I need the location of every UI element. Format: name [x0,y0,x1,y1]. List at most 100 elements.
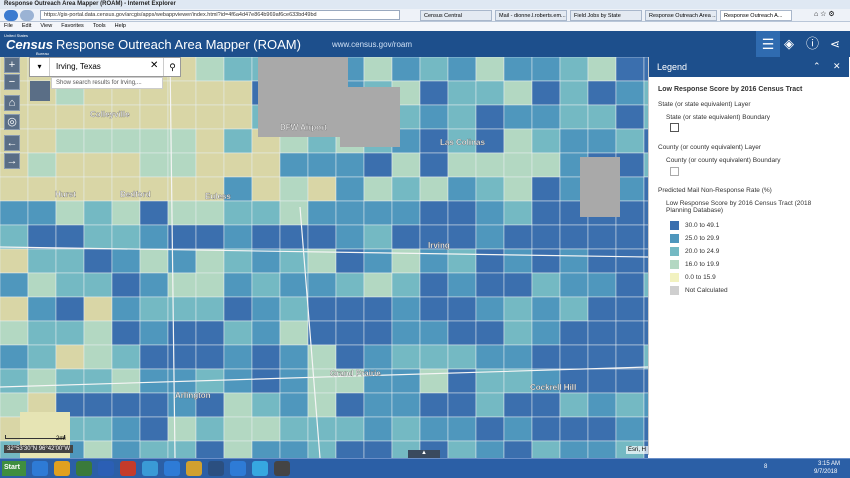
tract [447,392,477,418]
tract [419,368,449,394]
tract [307,176,337,202]
tract [363,392,393,418]
taskbar-icon[interactable] [76,461,92,476]
tract [167,392,197,418]
browser-tab[interactable]: Census Central [420,10,492,21]
search-source[interactable]: ▾ [30,58,50,76]
taskbar-icon[interactable] [98,461,114,476]
tract [615,128,645,154]
tract [0,200,29,226]
attribution-toggle[interactable]: ▲ [408,450,440,458]
taskbar-icon[interactable] [274,461,290,476]
tract [587,368,617,394]
tract [391,57,421,82]
tract [503,320,533,346]
forward-button[interactable] [20,10,34,21]
taskbar-icon[interactable] [186,461,202,476]
search-button[interactable]: ⚲ [163,58,181,76]
home-button[interactable]: ⌂ [4,95,20,111]
about-button[interactable]: ⓘ [806,36,820,51]
browser-tab[interactable]: Mail - dionne.l.roberts.em... [495,10,567,21]
tract [111,272,141,298]
browser-tab[interactable]: Field Jobs by State [570,10,642,21]
tract [55,272,85,298]
menu-bar: File Edit View Favorites Tools Help [0,22,850,31]
tract [195,57,225,82]
basemap-button[interactable] [30,81,50,101]
tract [139,296,169,322]
start-button[interactable]: Start [2,461,26,476]
tract [531,224,561,250]
zoom-out[interactable]: − [4,74,20,90]
tract [391,152,421,178]
state-boundary: State (or state equivalent) Boundary [666,114,771,121]
tract [223,344,253,370]
back-button[interactable] [4,10,18,21]
tract [27,176,57,202]
tract [27,344,57,370]
menu-item[interactable]: File [4,23,13,29]
taskbar-icon[interactable] [252,461,268,476]
share-button[interactable]: ⋖ [830,37,841,51]
menu-item[interactable]: View [40,23,53,29]
browser-tab[interactable]: Response Outreach Area ... [645,10,717,21]
taskbar-icon[interactable] [208,461,224,476]
taskbar-icon[interactable] [164,461,180,476]
tract [643,392,648,418]
tract [475,320,505,346]
tract [615,200,645,226]
tract [419,104,449,130]
tract [307,200,337,226]
highway [0,57,648,458]
collapse-button[interactable]: ⌃ [813,61,821,71]
tract [587,296,617,322]
tract [531,128,561,154]
app-header: United States Census Bureau Response Out… [0,31,850,57]
close-button[interactable]: ✕ [833,61,841,71]
tract [223,440,253,458]
previous-extent[interactable]: ← [4,135,20,151]
map[interactable]: Colleyville DFW Airport Las Colinas Hurst Be… [0,57,648,458]
tract [167,104,197,130]
tract [419,344,449,370]
window-controls[interactable]: ⌂ ☆ ⚙ [814,11,835,18]
tract [587,104,617,130]
tract [83,200,113,226]
search-suggestion[interactable]: Show search results for Irving,... [51,77,163,89]
legend-button[interactable]: ☰ [756,31,780,57]
layers-button[interactable]: ◈ [784,36,794,51]
next-extent[interactable]: → [4,153,20,169]
address-bar[interactable]: https://gis-portal.data.census.gov/arcgi… [40,10,400,20]
taskbar-icon[interactable] [142,461,158,476]
tract [279,176,309,202]
locate-button[interactable]: ◎ [4,114,20,130]
tract [307,416,337,442]
taskbar-icon[interactable] [54,461,70,476]
logo-sub: Bureau [36,51,49,56]
tract [419,320,449,346]
tract [503,440,533,458]
taskbar-icon[interactable] [120,461,136,476]
taskbar-icon[interactable] [32,461,48,476]
menu-item[interactable]: Tools [92,23,106,29]
browser-tab[interactable]: Response Outreach A... [720,10,792,21]
taskbar-icon[interactable] [230,461,246,476]
clear-search[interactable]: ✕ [150,60,159,71]
tract [503,104,533,130]
tract [559,296,589,322]
tract [83,344,113,370]
search-box[interactable]: ▾ Irving, Texas ✕ ⚲ [29,57,181,77]
tract [391,392,421,418]
search-query[interactable]: Irving, Texas [56,62,101,71]
menu-item[interactable]: Edit [21,23,32,29]
tract [223,248,253,274]
place-label: Colleyville [90,110,130,119]
tract [615,392,645,418]
tract [503,368,533,394]
zoom-in[interactable]: + [4,57,20,73]
menu-item[interactable]: Favorites [61,23,84,29]
menu-item[interactable]: Help [114,23,126,29]
tract [503,248,533,274]
legend-label: 20.0 to 24.9 [685,248,720,255]
tract [167,200,197,226]
